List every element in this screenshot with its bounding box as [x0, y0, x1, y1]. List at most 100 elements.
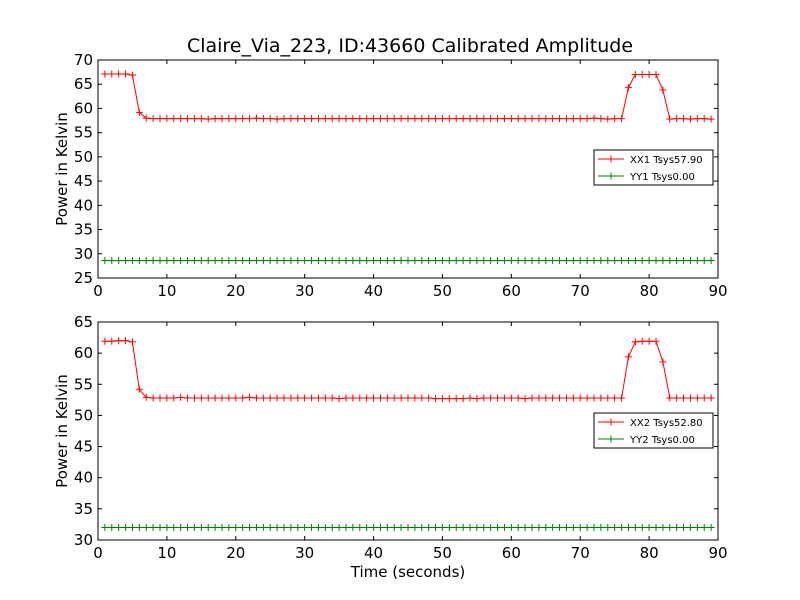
data-point — [335, 524, 343, 532]
data-point — [673, 394, 681, 402]
data-point — [549, 115, 557, 123]
data-point — [370, 524, 378, 532]
data-point — [631, 338, 639, 346]
data-point — [122, 257, 130, 265]
data-point — [500, 115, 508, 123]
data-point — [239, 394, 247, 402]
data-point — [204, 394, 212, 402]
data-point — [363, 524, 371, 532]
y-tick-label: 60 — [74, 99, 93, 117]
data-point — [507, 115, 515, 123]
data-point — [383, 524, 391, 532]
data-point — [686, 394, 694, 402]
data-point — [356, 115, 364, 123]
data-point — [328, 115, 336, 123]
data-point — [618, 115, 626, 123]
data-point — [590, 394, 598, 402]
data-point — [266, 524, 274, 532]
data-point — [659, 86, 667, 94]
data-point — [135, 257, 143, 265]
x-tick-label: 20 — [226, 282, 245, 300]
data-point — [342, 257, 350, 265]
data-point — [225, 115, 233, 123]
data-point — [411, 257, 419, 265]
x-tick-label: 70 — [571, 282, 590, 300]
legend-box — [593, 149, 714, 186]
data-point — [686, 115, 694, 123]
data-point — [370, 394, 378, 402]
data-point — [335, 115, 343, 123]
data-point — [149, 257, 157, 265]
data-point — [494, 257, 502, 265]
data-point — [514, 257, 522, 265]
data-point — [252, 394, 260, 402]
data-point — [252, 257, 260, 265]
data-point — [411, 394, 419, 402]
data-point — [308, 394, 316, 402]
data-point — [328, 257, 336, 265]
data-point — [638, 257, 646, 265]
data-point — [604, 115, 612, 123]
data-point — [528, 115, 536, 123]
y-tick-label: 50 — [74, 148, 93, 166]
data-point — [652, 337, 660, 345]
data-point — [645, 337, 653, 345]
data-point — [163, 524, 171, 532]
y-axis-label: Power in Kelvin — [53, 374, 71, 488]
data-point — [225, 394, 233, 402]
data-point — [108, 337, 116, 345]
data-point — [122, 524, 130, 532]
x-tick-label: 40 — [364, 544, 383, 562]
data-point — [452, 115, 460, 123]
data-point — [590, 524, 598, 532]
data-point — [321, 115, 329, 123]
data-point — [390, 394, 398, 402]
data-point — [246, 257, 254, 265]
data-point — [163, 257, 171, 265]
data-point — [294, 257, 302, 265]
data-point — [666, 115, 674, 123]
data-point — [273, 394, 281, 402]
data-point — [652, 257, 660, 265]
data-point — [569, 524, 577, 532]
data-point — [135, 385, 143, 393]
data-point — [597, 394, 605, 402]
data-point — [280, 394, 288, 402]
data-point — [452, 395, 460, 403]
data-point — [149, 524, 157, 532]
data-point — [528, 257, 536, 265]
data-point — [604, 524, 612, 532]
data-point — [528, 394, 536, 402]
data-point — [363, 394, 371, 402]
data-point — [314, 394, 322, 402]
data-point — [459, 395, 467, 403]
data-point — [556, 394, 564, 402]
data-point — [349, 524, 357, 532]
data-point — [666, 394, 674, 402]
y-tick-label: 70 — [74, 51, 93, 69]
data-point — [445, 524, 453, 532]
data-point — [301, 115, 309, 123]
data-point — [287, 524, 295, 532]
data-point — [280, 524, 288, 532]
data-point — [349, 394, 357, 402]
x-tick-label: 90 — [708, 282, 727, 300]
data-point — [487, 115, 495, 123]
data-point — [494, 115, 502, 123]
data-point — [466, 524, 474, 532]
data-point — [459, 524, 467, 532]
data-point — [397, 394, 405, 402]
data-point — [411, 115, 419, 123]
data-point — [700, 115, 708, 123]
data-point — [445, 257, 453, 265]
data-point — [314, 115, 322, 123]
data-point — [487, 257, 495, 265]
data-point — [576, 257, 584, 265]
x-tick-label: 40 — [364, 282, 383, 300]
data-point — [156, 257, 164, 265]
data-point — [535, 115, 543, 123]
data-point — [370, 257, 378, 265]
data-point — [631, 524, 639, 532]
data-point — [624, 257, 632, 265]
data-point — [135, 108, 143, 116]
